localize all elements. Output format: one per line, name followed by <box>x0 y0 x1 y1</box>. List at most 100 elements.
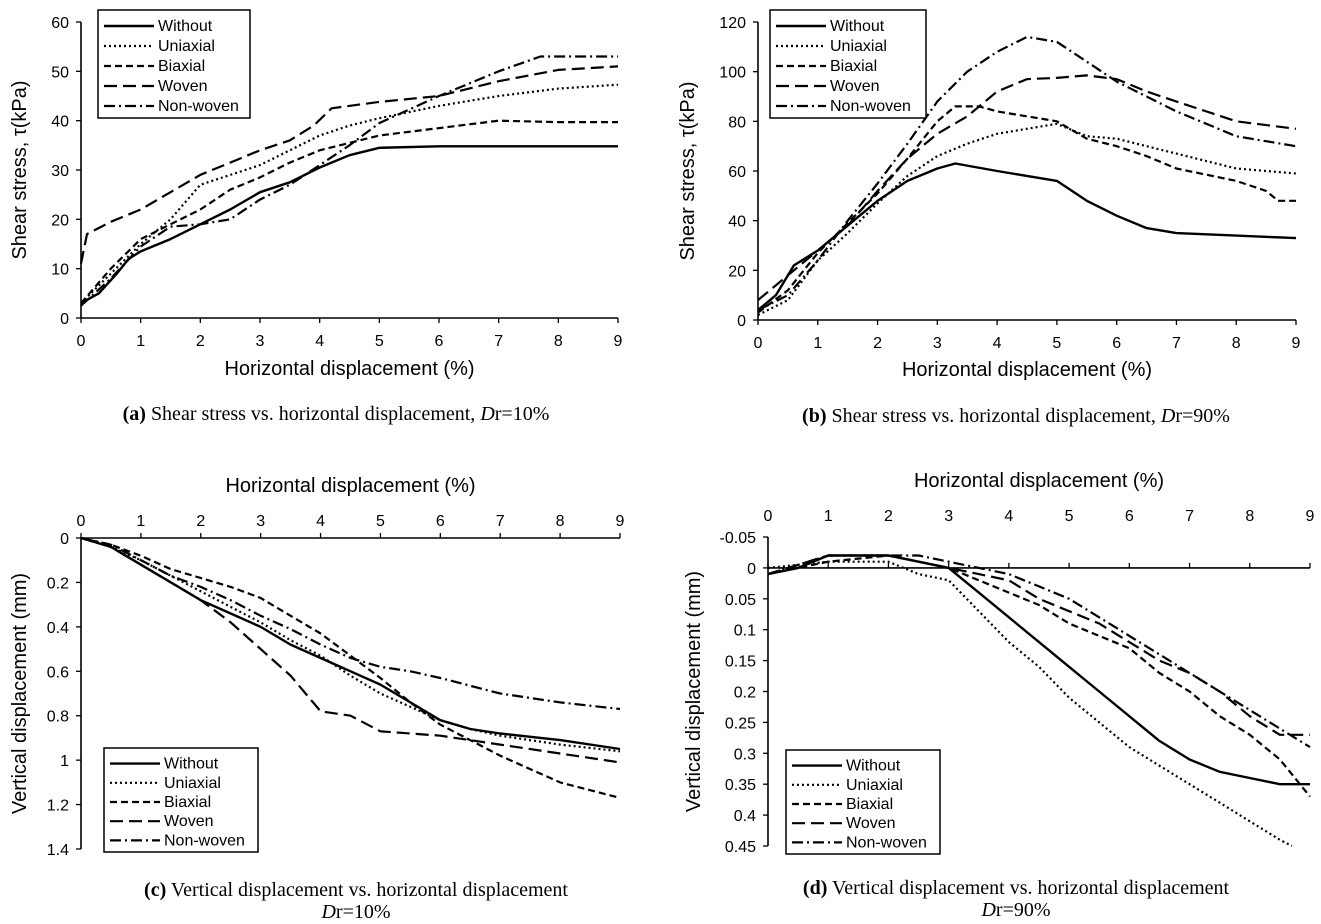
caption: (d) Vertical displacement vs. horizontal… <box>803 877 1230 899</box>
caption-label: (b) <box>802 405 826 427</box>
x-tick-label: 2 <box>884 508 893 525</box>
legend-label: Without <box>164 756 219 773</box>
y-tick-label: 0.45 <box>725 839 756 856</box>
y-tick-label: -0.05 <box>720 530 757 547</box>
y-tick-label: 30 <box>51 163 69 180</box>
series-line-uniaxial <box>80 83 619 304</box>
y-tick-label: 0.2 <box>47 575 69 592</box>
caption-dr-symbol: D <box>320 901 336 923</box>
legend-label: Uniaxial <box>846 777 903 794</box>
panel-c: 0 1 2 3 4 5 6 7 8 9 0 0.2 0.4 0.6 0.8 1 1.2 1.4 Horizontal… <box>9 475 625 923</box>
x-tick-label: 4 <box>315 333 324 350</box>
x-axis-title: Horizontal displacement (%) <box>224 358 474 380</box>
x-tick-label: 1 <box>136 333 145 350</box>
caption-text: Shear stress vs. horizontal displacement… <box>827 405 1161 427</box>
caption-line-2: Dr=10% <box>320 901 390 923</box>
series-line-biaxial <box>767 554 1311 798</box>
x-tick-label: 0 <box>754 335 763 352</box>
series-line-woven <box>79 65 619 264</box>
x-tick-label: 1 <box>813 335 822 352</box>
y-axis-title: Shear stress, τ(kPa) <box>9 80 31 259</box>
y-tick-label: 0 <box>60 311 69 328</box>
panel-b: 0 1 2 3 4 5 6 7 8 9 0 20 40 60 80 100 120 Horizontal disp… <box>677 9 1301 427</box>
y-tick-label: 0.25 <box>725 715 756 732</box>
x-tick-label: 0 <box>77 513 86 530</box>
legend-label: Biaxial <box>164 794 211 811</box>
x-axis-title: Horizontal displacement (%) <box>914 470 1164 492</box>
y-tick-label: 0.8 <box>47 709 69 726</box>
legend-label: Uniaxial <box>164 775 221 792</box>
caption-dr-symbol: D <box>1160 405 1176 427</box>
legend: Without Uniaxial Biaxial Woven Non-woven <box>769 9 927 119</box>
y-axis-title: Shear stress, τ(kPa) <box>677 81 699 260</box>
x-tick-label: 8 <box>1245 508 1254 525</box>
series-line-non-woven <box>80 536 621 711</box>
x-tick-label: 2 <box>196 513 205 530</box>
legend-box <box>785 749 941 855</box>
y-tick-label: 20 <box>51 212 69 229</box>
series-line-non-woven <box>80 55 618 307</box>
series-line-non-woven <box>767 554 1311 749</box>
legend-label: Without <box>158 18 213 35</box>
y-tick-label: 50 <box>51 64 69 81</box>
x-tick-label: 1 <box>136 513 145 530</box>
y-axis-title: Vertical displacement (mm) <box>9 573 31 814</box>
legend: Without Uniaxial Biaxial Woven Non-woven <box>785 749 941 855</box>
series-line-woven <box>80 536 621 764</box>
legend-label: Woven <box>846 815 896 832</box>
x-tick-label: 8 <box>556 513 565 530</box>
x-tick-label: 9 <box>614 333 623 350</box>
caption-dr-symbol: D <box>479 403 495 425</box>
caption-dr-symbol: D <box>980 899 996 921</box>
x-tick-label: 6 <box>1112 335 1121 352</box>
legend-label: Biaxial <box>830 58 877 75</box>
y-tick-label: 20 <box>728 263 746 280</box>
x-tick-label: 7 <box>1172 335 1181 352</box>
y-tick-label: 1.4 <box>47 842 69 859</box>
panel-a: 0 1 2 3 4 5 6 7 8 9 0 10 20 30 40 50 60 Horizontal displa… <box>9 9 623 425</box>
x-tick-label: 3 <box>256 513 265 530</box>
y-tick-label: 0.35 <box>725 777 756 794</box>
y-tick-label: 0.15 <box>725 654 756 671</box>
caption: (b) Shear stress vs. horizontal displace… <box>802 405 1230 427</box>
legend-label: Non-woven <box>158 98 239 115</box>
x-tick-label: 8 <box>1232 335 1241 352</box>
caption-text: Vertical displacement vs. horizontal dis… <box>827 877 1229 899</box>
y-tick-label: 0.05 <box>725 592 756 609</box>
legend-label: Without <box>830 18 885 35</box>
series-line-without <box>757 162 1297 312</box>
y-tick-label: 0 <box>60 531 69 548</box>
caption-text: Vertical displacement vs. horizontal dis… <box>166 879 568 901</box>
y-tick-label: 0.3 <box>734 746 756 763</box>
x-tick-label: 3 <box>944 508 953 525</box>
panel-d: 0 1 2 3 4 5 6 7 8 9 -0.05 0 0.05 0.1 0.15 0.2 0.25 0.3 0.3… <box>683 470 1315 921</box>
y-tick-label: 120 <box>719 15 746 32</box>
x-tick-label: 3 <box>256 333 265 350</box>
x-tick-label: 7 <box>496 513 505 530</box>
x-tick-label: 9 <box>1292 335 1301 352</box>
series-line-without <box>80 536 621 751</box>
x-tick-label: 2 <box>873 335 882 352</box>
y-tick-label: 0.2 <box>734 685 756 702</box>
legend-label: Biaxial <box>158 58 205 75</box>
x-tick-label: 4 <box>316 513 325 530</box>
caption-label: (a) <box>123 403 146 425</box>
y-tick-label: 1.2 <box>47 798 69 815</box>
y-tick-label: 0.4 <box>47 620 69 637</box>
y-tick-label: 60 <box>51 15 69 32</box>
y-axis-title: Vertical displacement (mm) <box>683 571 705 812</box>
legend-label: Woven <box>830 78 880 95</box>
legend-label: Woven <box>164 813 214 830</box>
legend: Without Uniaxial Biaxial Woven Non-woven <box>97 9 251 119</box>
series-line-without <box>80 145 618 305</box>
x-tick-label: 5 <box>375 333 384 350</box>
caption-dr-value: r=10% <box>495 403 550 425</box>
legend-label: Non-woven <box>846 834 927 851</box>
legend-label: Uniaxial <box>158 38 215 55</box>
y-tick-label: 0 <box>737 313 746 330</box>
legend-label: Uniaxial <box>830 38 887 55</box>
legend-label: Non-woven <box>164 832 245 849</box>
legend-box <box>103 747 259 853</box>
series-line-biaxial <box>80 119 618 304</box>
